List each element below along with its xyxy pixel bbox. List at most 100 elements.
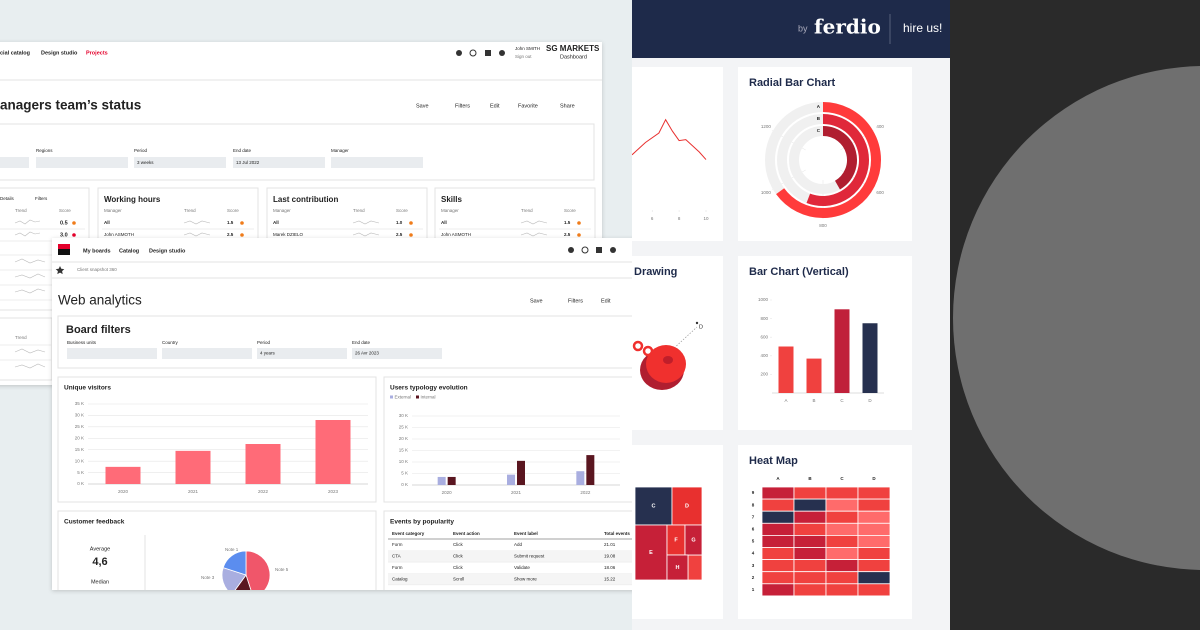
manager: All [441, 220, 447, 225]
row-stripe [388, 550, 632, 563]
status-dot [72, 221, 76, 225]
heat-cell [857, 571, 891, 585]
heat-cell [793, 535, 827, 548]
bar [862, 323, 878, 393]
sparklines [14, 219, 46, 369]
card-title: Unique visitors [64, 385, 111, 392]
ferdio-panel: by ferdio hire us! Radial Bar Chart Draw… [632, 0, 950, 630]
row-label: 2 [752, 575, 755, 580]
score: 0.5 [60, 220, 68, 226]
status-dot [409, 233, 413, 237]
heat-cell [857, 547, 891, 561]
filter-label: Period [134, 148, 148, 153]
column-header: Event label [514, 531, 538, 536]
row-label: 1 [752, 587, 755, 592]
card-title: Last contribution [273, 195, 338, 204]
y-tick-label: 0 K [401, 482, 408, 487]
x-tick-label: B [812, 398, 815, 403]
status-dot [409, 221, 413, 225]
x-tick-label: 2021 [511, 490, 522, 495]
heat-cell [761, 583, 795, 597]
tile-label: H [676, 565, 680, 571]
filter-panel [0, 123, 595, 181]
x-tick-label: 2020 [118, 489, 129, 494]
card-title: Working hours [104, 195, 161, 204]
cell: 21.01 [604, 542, 616, 547]
y-tick-label: 5 K [401, 471, 408, 476]
bar [586, 455, 595, 485]
heat-cell [793, 583, 827, 597]
toolbar-button: Edit [601, 298, 611, 304]
heat-cell [761, 510, 795, 524]
y-tick-label: 35 K [75, 401, 84, 406]
nav-link: My boards [83, 248, 111, 254]
card-title: Bar Chart (Vertical) [749, 266, 849, 278]
sign-out[interactable]: Sign out [515, 54, 532, 59]
category-label: A [817, 104, 821, 109]
cta[interactable]: hire us! [903, 21, 942, 35]
heat-cell [793, 559, 827, 573]
select[interactable] [0, 157, 29, 168]
score: 1.5 [564, 220, 571, 225]
heat-cell [857, 559, 891, 573]
drawing-label: D [699, 324, 703, 330]
star-icon[interactable] [55, 266, 65, 275]
manager: John ASMOTH [104, 232, 134, 237]
panel-title: Board filters [66, 324, 131, 336]
select [331, 157, 423, 168]
y-tick-label: 10 K [75, 458, 84, 463]
nav-link: Design studio [41, 50, 78, 56]
slice-label: Note 5 [275, 567, 289, 572]
column-header: Manager [273, 208, 291, 213]
toolbar-button: Filters [455, 103, 470, 109]
score: 1.0 [396, 220, 403, 225]
y-tick-label: 200 [760, 372, 768, 377]
heat-cell [761, 486, 795, 500]
toolbar-button: Share [560, 103, 575, 109]
treemap-tile [671, 486, 703, 526]
heat-cell [857, 498, 891, 512]
cell: Scroll [453, 576, 464, 581]
legend-label: External [395, 394, 412, 399]
filter-label: Country [162, 340, 179, 345]
heat-cell [761, 571, 795, 585]
card-title: Users typology evolution [390, 385, 468, 392]
bar [778, 346, 794, 393]
bar [175, 450, 211, 484]
row-stripe [388, 573, 632, 585]
bar [507, 474, 515, 485]
y-tick-label: 800 [760, 316, 768, 321]
heat-cell [857, 510, 891, 524]
row-label: 8 [752, 502, 755, 507]
column-header: Total events [604, 531, 630, 536]
y-tick-label: 0 K [77, 481, 84, 486]
header [632, 0, 950, 58]
card-title: Events by popularity [390, 519, 454, 526]
brand[interactable]: ferdio [814, 15, 881, 39]
status-dot [240, 221, 244, 225]
score: 2.5 [396, 232, 403, 237]
column-header: Manager [441, 208, 459, 213]
bar [105, 466, 141, 484]
bar [834, 309, 850, 393]
sparkline [352, 232, 380, 237]
tile-label: G [691, 537, 695, 543]
filter-label: Manager [331, 148, 349, 153]
column-label: D [872, 476, 876, 481]
y-tick-label: 30 K [399, 413, 408, 418]
row-label: 4 [752, 551, 755, 556]
y-tick-label: 15 K [75, 447, 84, 452]
select [67, 348, 157, 359]
x-tick-label: D [868, 398, 872, 403]
tick-label: 600 [876, 190, 884, 195]
column-label: C [840, 476, 844, 481]
treemap-tile [687, 554, 703, 581]
status-dot [577, 233, 581, 237]
x-tick-label: 8 [678, 216, 681, 221]
heat-cell [825, 486, 859, 500]
heat-cell [825, 510, 859, 524]
y-tick-label: 25 K [75, 424, 84, 429]
card-tool: Filters [35, 196, 48, 201]
